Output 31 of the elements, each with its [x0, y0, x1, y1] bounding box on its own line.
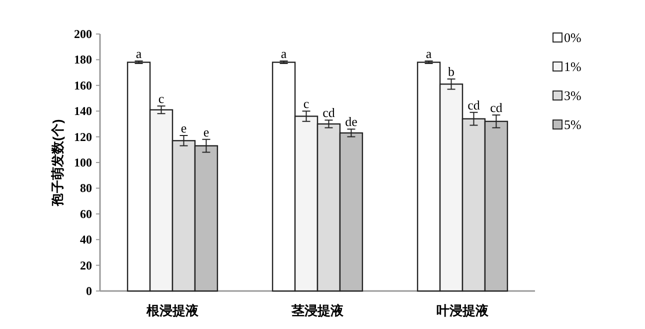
data-label: c	[158, 90, 164, 106]
x-tick-label: 根浸提液	[146, 303, 200, 318]
data-label: e	[203, 124, 210, 140]
data-label: c	[303, 96, 310, 112]
data-label: cd	[322, 105, 336, 120]
data-label: cd	[468, 97, 480, 112]
data-label: e	[180, 120, 187, 136]
data-label: cd	[490, 100, 503, 115]
legend-label: 3%	[564, 88, 582, 103]
y-tick-label: 180	[74, 52, 92, 67]
y-tick-label: 40	[80, 232, 92, 247]
data-label: a	[136, 46, 142, 61]
y-tick-label: 140	[74, 104, 92, 118]
legend-label: 5%	[564, 117, 582, 132]
y-tick-label: 80	[80, 181, 92, 196]
legend-label: 1%	[564, 59, 582, 74]
legend-label: 0%	[564, 30, 582, 45]
y-axis-title: 孢子萌发数(个)	[50, 119, 65, 207]
y-tick-label: 20	[80, 258, 92, 272]
y-tick-label: 0	[86, 284, 92, 298]
data-label: de	[345, 114, 358, 130]
data-label: a	[426, 46, 432, 61]
y-tick-label: 60	[80, 206, 92, 221]
x-tick-label: 叶浸提液	[436, 303, 490, 318]
y-tick-label: 160	[74, 78, 92, 92]
x-tick-label: 茎浸提液	[290, 303, 344, 318]
data-label: b	[448, 64, 455, 79]
y-tick-label: 100	[74, 156, 92, 170]
y-tick-label: 120	[74, 130, 92, 144]
data-label: a	[280, 46, 287, 61]
y-tick-label: 200	[74, 27, 92, 41]
